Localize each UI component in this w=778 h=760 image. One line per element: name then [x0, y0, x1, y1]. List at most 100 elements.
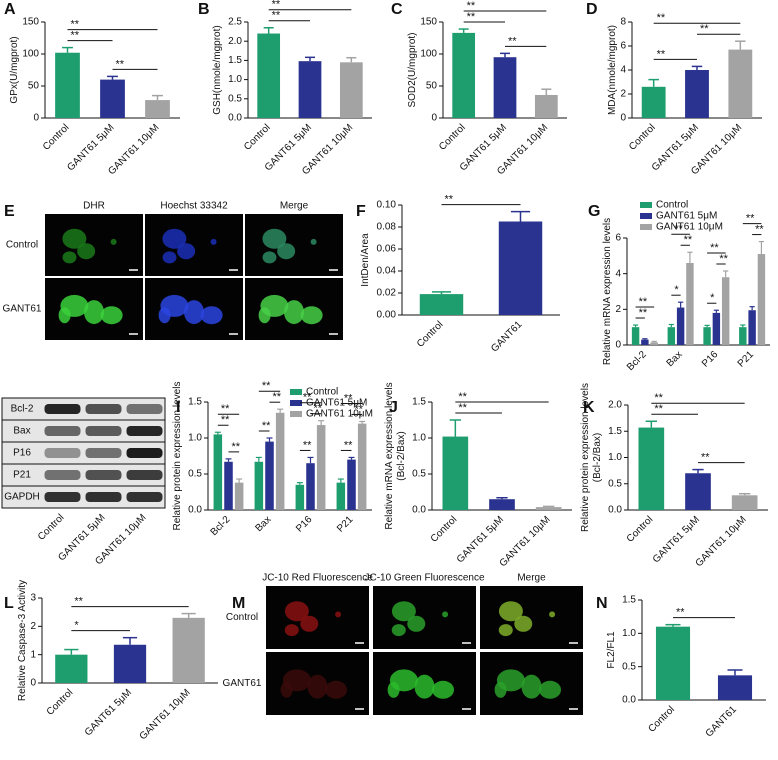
y-tick-label: 0.0: [188, 505, 202, 516]
cell-signal: [258, 307, 271, 324]
bar: [493, 57, 517, 118]
x-tick-label: Control: [41, 122, 72, 153]
bar: [452, 32, 476, 118]
cell-signal: [300, 615, 319, 632]
significance-label: **: [272, 10, 281, 22]
legend-swatch: [640, 224, 652, 230]
panel-letter: G: [588, 203, 600, 220]
y-tick-label: 0.5: [622, 661, 636, 672]
column-header: Hoechst 33342: [160, 201, 228, 212]
cell-signal: [200, 306, 223, 325]
cell-signal: [100, 306, 123, 325]
cell-signal: [184, 300, 204, 325]
y-tick-label: 0.00: [377, 310, 397, 321]
row-label: Control: [226, 612, 258, 623]
x-tick-label: Control: [437, 122, 468, 153]
cell-signal: [414, 674, 435, 699]
x-tick-label: Bax: [665, 349, 685, 369]
bar: [213, 434, 223, 510]
bar: [339, 62, 363, 118]
significance-label: **: [755, 223, 764, 235]
legend-label: GANT61 10μM: [306, 409, 373, 420]
y-tick-label: 2.0: [608, 400, 622, 411]
y-tick-label: 0.08: [377, 222, 397, 233]
x-tick-label: GANT61 5μM: [83, 687, 134, 738]
bar: [667, 327, 676, 345]
bar: [336, 482, 346, 510]
panel-letter: A: [4, 1, 16, 18]
x-tick-label: GANT61: [489, 319, 525, 355]
significance-label: *: [74, 620, 79, 632]
bar: [254, 461, 264, 510]
y-axis-label: Relative protein expression levels: [580, 383, 591, 532]
bar: [676, 307, 685, 345]
cell-signal: [407, 615, 426, 632]
y-tick-label: 0: [30, 678, 36, 689]
y-tick-label: 0.0: [228, 113, 242, 124]
blot-band: [44, 448, 81, 458]
panel-letter: I: [176, 399, 180, 416]
bar: [731, 495, 758, 510]
significance-label: **: [657, 48, 666, 60]
cell-signal: [262, 251, 277, 264]
panel-letter: M: [232, 595, 245, 612]
cell-signal: [310, 238, 317, 245]
blot-band: [85, 470, 122, 480]
significance-label: **: [221, 414, 230, 426]
cell-signal: [77, 243, 96, 260]
panel-letter: J: [389, 399, 398, 416]
y-axis-label: IntDen/Area: [360, 233, 371, 287]
y-tick-label: 3: [30, 593, 36, 604]
bar: [703, 327, 711, 345]
significance-label: **: [303, 392, 312, 404]
panel-letter: L: [4, 595, 14, 612]
bar: [265, 441, 274, 510]
cell-signal: [391, 624, 406, 637]
bar: [224, 461, 233, 510]
blot-band: [126, 404, 163, 414]
x-tick-label: P21: [736, 349, 757, 370]
cell-signal: [442, 611, 449, 618]
x-tick-label: P16: [294, 514, 315, 535]
cell-signal: [262, 228, 287, 249]
significance-label: **: [262, 380, 271, 392]
blot-row-label: P16: [13, 448, 31, 459]
bar: [685, 70, 709, 118]
bar: [489, 499, 515, 510]
blot-band: [85, 448, 122, 458]
significance-label: *: [674, 284, 679, 296]
significance-label: **: [71, 30, 80, 42]
x-tick-label: GANT61 10μM: [138, 687, 193, 742]
x-tick-label: Control: [45, 687, 76, 718]
legend-label: GANT61 10μM: [656, 222, 723, 233]
significance-label: **: [654, 392, 663, 404]
bar: [419, 294, 464, 315]
y-tick-label: 50: [28, 81, 40, 92]
panel-letter: C: [391, 1, 403, 18]
bar: [535, 507, 562, 510]
bar: [631, 327, 640, 345]
y-tick-label: 1.5: [188, 397, 202, 408]
blot-band: [44, 404, 81, 414]
significance-label: **: [701, 451, 710, 463]
y-tick-label: 0.0: [622, 695, 636, 706]
cell-signal: [549, 611, 556, 618]
column-header: JC-10 Red Fluorescence: [262, 573, 373, 584]
legend-label: Control: [656, 200, 688, 211]
x-tick-label: GANT61: [704, 704, 740, 740]
bar: [145, 100, 170, 118]
panel-letter: B: [198, 1, 210, 18]
x-tick-label: Bax: [254, 514, 274, 534]
cell-signal: [521, 674, 542, 699]
significance-label: **: [445, 194, 454, 206]
significance-label: **: [676, 607, 685, 619]
cell-signal: [284, 624, 299, 637]
panel-letter: D: [586, 1, 598, 18]
x-tick-label: GANT61 10μM: [694, 514, 749, 569]
legend-swatch: [640, 213, 652, 219]
legend-swatch: [290, 389, 302, 395]
bar: [638, 427, 665, 510]
bar: [748, 310, 756, 345]
y-axis-label: GPx(U/mgprot): [9, 36, 20, 103]
y-tick-label: 1.0: [622, 628, 636, 639]
